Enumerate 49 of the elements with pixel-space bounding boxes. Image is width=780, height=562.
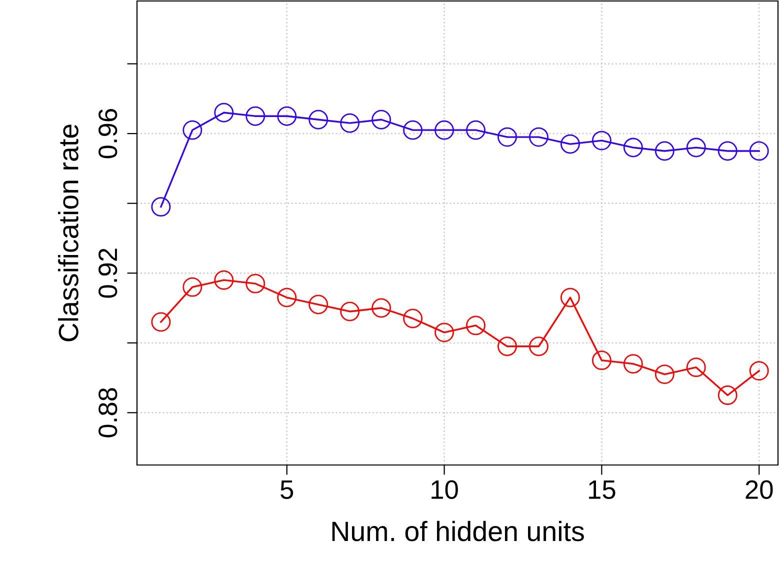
x-tick-label: 5: [280, 480, 294, 499]
y-tick-label: 0.92: [98, 248, 118, 298]
point: [654, 141, 674, 161]
x-axis-title: Num. of hidden units: [332, 520, 584, 542]
point: [529, 127, 548, 147]
point: [277, 288, 297, 308]
point: [623, 138, 643, 158]
y-axis-title: Classification rate: [58, 124, 78, 342]
point: [214, 102, 234, 122]
point: [529, 336, 548, 356]
point: [403, 308, 423, 328]
point: [560, 288, 580, 308]
point: [403, 120, 423, 140]
point: [498, 127, 517, 147]
point: [434, 322, 454, 342]
point: [749, 361, 769, 381]
point: [686, 358, 706, 378]
point: [340, 113, 360, 133]
x-tick-label: 15: [589, 480, 616, 499]
point: [718, 386, 738, 405]
point: [498, 336, 517, 356]
point: [560, 134, 580, 154]
point: [623, 354, 643, 374]
point: [182, 120, 202, 140]
point: [749, 141, 769, 161]
y-tick-label: 0.88: [98, 388, 118, 438]
x-tick-label: 10: [432, 480, 458, 499]
point: [308, 110, 328, 130]
point: [372, 110, 392, 130]
point: [686, 138, 706, 158]
point: [182, 277, 202, 297]
x-tick-label: 20: [746, 480, 773, 499]
point: [308, 294, 328, 314]
point: [214, 270, 234, 290]
point: [372, 298, 392, 318]
point: [654, 364, 674, 384]
point: [151, 197, 171, 217]
point: [434, 120, 454, 140]
point: [592, 350, 612, 370]
point: [151, 312, 171, 332]
point: [246, 274, 266, 294]
point: [592, 130, 612, 150]
point: [466, 120, 486, 140]
point: [277, 106, 297, 126]
y-tick-label: 0.96: [98, 109, 118, 158]
point: [466, 316, 486, 336]
point: [246, 106, 266, 126]
point: [718, 141, 738, 161]
point: [340, 302, 360, 322]
